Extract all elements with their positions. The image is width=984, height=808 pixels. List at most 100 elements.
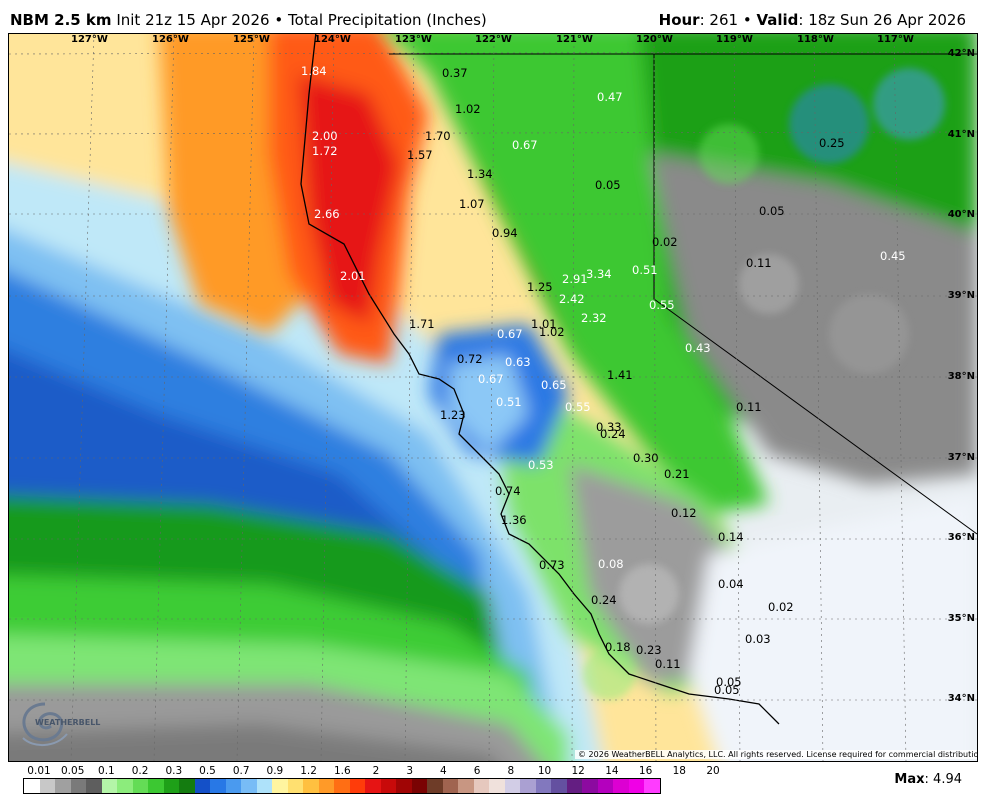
precip-value-label: 0.55 bbox=[565, 400, 591, 414]
precip-value-label: 1.57 bbox=[407, 148, 433, 162]
legend-tick-label: 20 bbox=[706, 765, 720, 777]
precip-value-label: 0.21 bbox=[664, 467, 690, 481]
legend-swatch bbox=[566, 779, 582, 793]
latitude-label: 42°N bbox=[947, 48, 975, 59]
precip-value-label: 0.63 bbox=[505, 355, 531, 369]
legend-tick-label: 3 bbox=[406, 765, 414, 777]
latitude-label: 39°N bbox=[947, 290, 975, 301]
logo-text: WEATHERBELL bbox=[35, 718, 101, 727]
precip-value-label: 0.74 bbox=[495, 484, 521, 498]
legend-swatch bbox=[504, 779, 520, 793]
latitude-label: 35°N bbox=[947, 613, 975, 624]
legend-swatch bbox=[318, 779, 334, 793]
precip-value-label: 1.34 bbox=[467, 167, 493, 181]
legend-tick-label: 8 bbox=[507, 765, 515, 777]
product-name: Total Precipitation (Inches) bbox=[287, 11, 487, 29]
precip-value-label: 0.67 bbox=[478, 372, 504, 386]
precip-value-label: 2.32 bbox=[581, 311, 607, 325]
legend-swatch bbox=[101, 779, 117, 793]
legend-tick-label: 1.2 bbox=[300, 765, 317, 777]
precip-value-label: 0.43 bbox=[685, 341, 711, 355]
precip-value-label: 0.30 bbox=[633, 451, 659, 465]
weatherbell-logo: WEATHERBELL bbox=[15, 698, 100, 750]
title-separator: • bbox=[274, 11, 284, 29]
legend-tick-label: 0.05 bbox=[60, 765, 85, 777]
precip-value-label: 2.91 bbox=[562, 272, 588, 286]
forecast-time: Hour: 261 • Valid: 18z Sun 26 Apr 2026 bbox=[659, 11, 966, 29]
precip-value-label: 0.45 bbox=[880, 249, 906, 263]
legend-tick-label: 0.7 bbox=[232, 765, 250, 777]
precip-value-label: 0.04 bbox=[718, 577, 744, 591]
legend-tick-label: 18 bbox=[672, 765, 686, 777]
legend-swatch bbox=[225, 779, 241, 793]
legend-labels: 0.01 0.05 0.1 0.2 0.3 0.5 0.7 0.9 1.2 1.6 2 3 4 6 8 10 1… bbox=[20, 765, 719, 779]
legend-tick-label: 0.9 bbox=[266, 765, 284, 777]
precip-value-label: 0.65 bbox=[541, 378, 567, 392]
hour-value: : 261 bbox=[699, 11, 739, 29]
texture-overlay bbox=[583, 68, 945, 700]
legend-tick-label: 14 bbox=[605, 765, 619, 777]
legend-swatch bbox=[179, 779, 195, 793]
swirl-icon bbox=[22, 702, 68, 746]
precip-value-label: 0.67 bbox=[497, 327, 523, 341]
precip-value-label: 0.14 bbox=[718, 530, 744, 544]
legend-swatch bbox=[535, 779, 551, 793]
model-name: NBM 2.5 km bbox=[10, 11, 112, 29]
precip-value-label: 0.24 bbox=[591, 593, 617, 607]
hour-label: Hour bbox=[658, 11, 700, 29]
precip-value-label: 2.01 bbox=[340, 269, 366, 283]
legend-swatch bbox=[396, 779, 412, 793]
legend-swatch bbox=[349, 779, 365, 793]
legend-swatch bbox=[628, 779, 644, 793]
precip-value-label: 2.00 bbox=[312, 129, 338, 143]
longitude-label: 123°W bbox=[395, 34, 432, 45]
precip-value-label: 0.02 bbox=[652, 235, 678, 249]
precip-value-label: 0.51 bbox=[632, 263, 658, 277]
legend-swatch bbox=[163, 779, 179, 793]
precip-value-label: 0.05 bbox=[714, 683, 740, 697]
longitude-label: 125°W bbox=[233, 34, 270, 45]
latitude-label: 34°N bbox=[947, 693, 975, 704]
legend-swatch bbox=[256, 779, 272, 793]
graticule bbox=[9, 34, 977, 761]
precip-value-label: 0.53 bbox=[528, 458, 554, 472]
map-header: NBM 2.5 km Init 21z 15 Apr 2026 • Total … bbox=[0, 0, 984, 32]
precip-value-label: 0.37 bbox=[442, 66, 468, 80]
valid-label: Valid bbox=[756, 11, 799, 29]
legend-swatch bbox=[334, 779, 350, 793]
precip-value-label: 0.23 bbox=[636, 643, 662, 657]
precip-value-label: 0.67 bbox=[512, 138, 538, 152]
coastline bbox=[300, 34, 780, 725]
max-number: : 4.94 bbox=[924, 772, 962, 787]
legend-tick-label: 6 bbox=[473, 765, 481, 777]
precip-value-label: 1.23 bbox=[440, 408, 466, 422]
precip-value-label: 1.41 bbox=[607, 368, 633, 382]
legend-swatch bbox=[86, 779, 102, 793]
legend-swatch bbox=[458, 779, 474, 793]
longitude-label: 118°W bbox=[797, 34, 834, 45]
precip-value-label: 0.03 bbox=[745, 632, 771, 646]
precip-value-label: 0.12 bbox=[671, 506, 697, 520]
latitude-label: 40°N bbox=[947, 209, 975, 220]
legend-swatch bbox=[194, 779, 210, 793]
legend-swatch bbox=[148, 779, 164, 793]
precip-value-label: 1.07 bbox=[459, 197, 485, 211]
init-time: Init 21z 15 Apr 2026 bbox=[116, 11, 270, 29]
valid-value: : 18z Sun 26 Apr 2026 bbox=[798, 11, 966, 29]
legend-swatch bbox=[427, 779, 443, 793]
legend-tick-label: 0.1 bbox=[98, 765, 115, 777]
precip-value-label: 0.18 bbox=[605, 640, 631, 654]
precipitation-map[interactable]: 127°W 126°W 125°W 124°W 123°W 122°W 121°… bbox=[8, 33, 978, 762]
color-legend bbox=[23, 778, 661, 794]
legend-swatch bbox=[210, 779, 226, 793]
legend-tick-label: 0.2 bbox=[131, 765, 149, 777]
legend-swatch bbox=[55, 779, 71, 793]
longitude-label: 121°W bbox=[556, 34, 593, 45]
precip-value-label: 0.24 bbox=[600, 427, 626, 441]
legend-swatch bbox=[241, 779, 257, 793]
precip-value-label: 0.33 bbox=[596, 420, 622, 434]
longitude-label: 127°W bbox=[71, 34, 108, 45]
precip-value-label: 2.42 bbox=[559, 292, 585, 306]
precip-value-label: 1.02 bbox=[455, 102, 481, 116]
longitude-label: 120°W bbox=[636, 34, 673, 45]
